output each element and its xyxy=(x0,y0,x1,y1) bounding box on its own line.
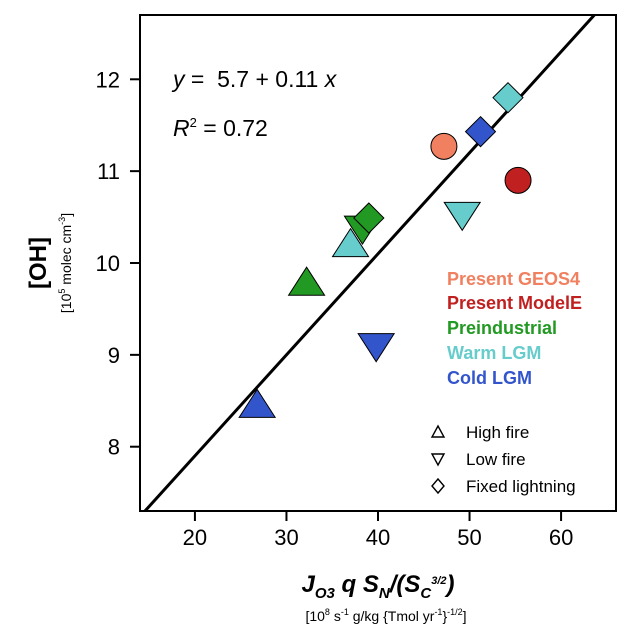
data-point-cold-lgm-triangle-up xyxy=(238,388,277,418)
legend-warm-lgm: Warm LGM xyxy=(447,343,541,363)
y-tick-label: 10 xyxy=(96,251,120,276)
data-point-warm-lgm-diamond xyxy=(492,81,524,114)
legend-diamond-icon xyxy=(431,477,445,495)
data-point-warm-lgm-triangle-down xyxy=(443,201,482,232)
legend-present-modele: Present ModelE xyxy=(447,293,582,313)
x-axis-units: [108 s-1 g/kg {Tmol yr-1}-1/2] xyxy=(305,607,466,624)
y-tick-label: 11 xyxy=(97,159,120,184)
y-tick-label: 9 xyxy=(108,343,120,368)
data-point-cold-lgm-triangle-down xyxy=(357,333,396,363)
shape-legend: High fire Low fire Fixed lightning xyxy=(430,423,576,496)
legend-cold-lgm: Cold LGM xyxy=(447,368,532,388)
data-point-preindustrial-triangle-up xyxy=(287,266,326,296)
regression-line xyxy=(142,15,597,511)
data-point-present-geos4-circle xyxy=(430,132,458,160)
x-tick-label: 50 xyxy=(457,525,481,550)
data-point-preindustrial-diamond xyxy=(353,202,385,234)
data-points xyxy=(238,81,532,418)
y-tick-label: 8 xyxy=(108,435,120,460)
data-point-warm-lgm-triangle-up xyxy=(331,227,370,258)
legend-triangle-down-icon xyxy=(430,453,446,467)
legend-fixed-lightning: Fixed lightning xyxy=(466,477,576,496)
x-tick-label: 60 xyxy=(549,525,573,550)
svg-text:[105 molec cm-3]: [105 molec cm-3] xyxy=(57,213,74,313)
legend-high-fire: High fire xyxy=(466,423,529,442)
color-legend: Present GEOS4 Present ModelE Preindustri… xyxy=(447,269,582,388)
data-point-present-modele-circle xyxy=(504,166,532,194)
regression-equation: y = 5.7 + 0.11 x xyxy=(171,66,338,92)
x-tick-label: 20 xyxy=(183,525,207,550)
legend-preindustrial: Preindustrial xyxy=(447,318,557,338)
axis-ticks: 20 30 40 50 60 8 9 10 11 12 xyxy=(96,67,574,550)
y-axis-units: [105 molec cm-3] xyxy=(57,213,74,313)
x-tick-label: 40 xyxy=(366,525,390,550)
y-axis-title: [OH] xyxy=(25,237,52,289)
regression-line-group xyxy=(142,15,597,511)
legend-low-fire: Low fire xyxy=(466,450,526,469)
y-axis-label: [OH] xyxy=(25,237,52,289)
x-tick-label: 30 xyxy=(274,525,298,550)
x-axis-title: JO3 q SN/(SC3/2) xyxy=(301,571,454,602)
legend-present-geos4: Present GEOS4 xyxy=(447,269,580,289)
y-tick-label: 12 xyxy=(96,67,120,92)
legend-triangle-up-icon xyxy=(430,424,446,438)
data-point-cold-lgm-diamond xyxy=(464,115,497,148)
r-squared: R2 = 0.72 xyxy=(173,115,268,141)
